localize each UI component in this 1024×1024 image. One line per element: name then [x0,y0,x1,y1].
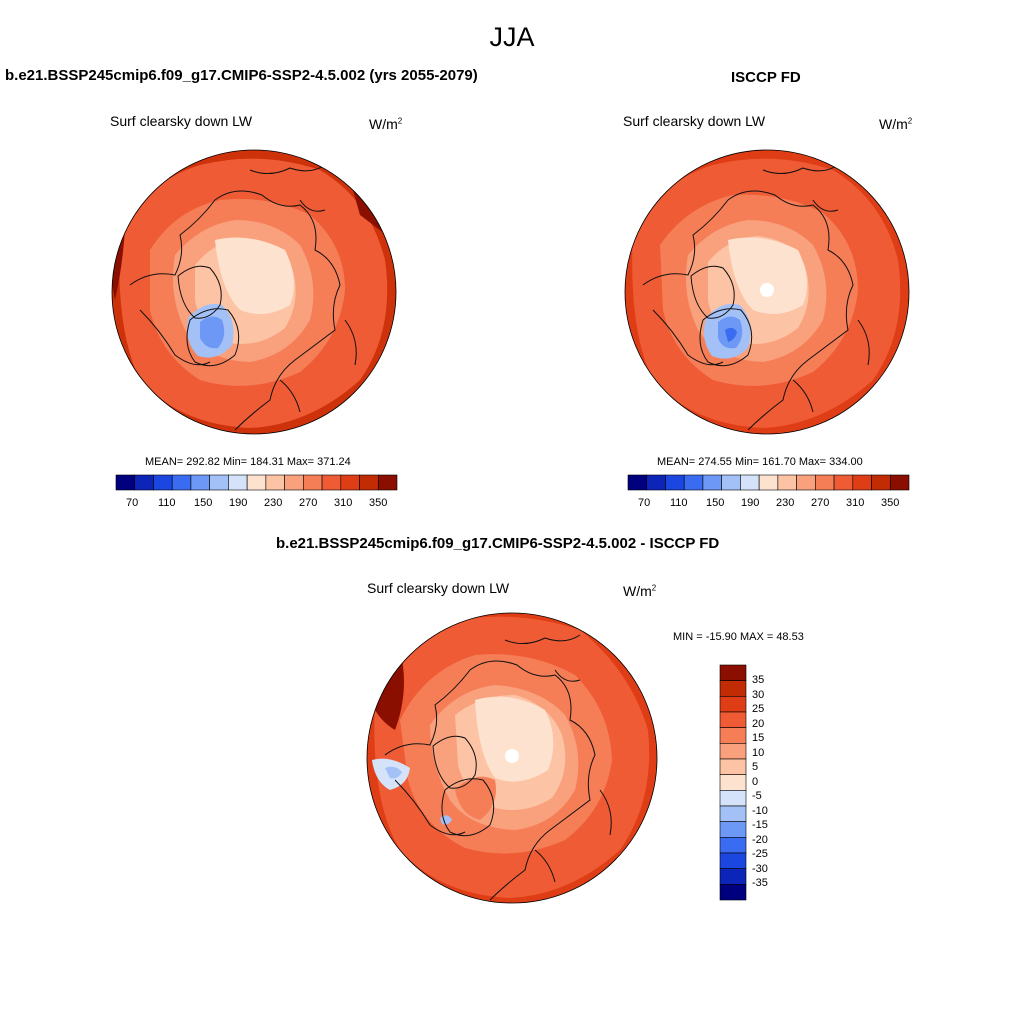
model-polar-map [111,149,397,435]
colorbar-swatch [758,474,779,491]
colorbar-tick-label: 190 [229,497,248,509]
colorbar-tick-label: -10 [752,805,768,817]
colorbar-swatch [683,474,704,491]
colorbar-tick-label: 10 [752,747,765,759]
colorbar-swatch [719,680,747,697]
colorbar-tick-label: 15 [752,732,765,744]
colorbar-tick-label: 35 [752,674,765,686]
colorbar-swatch [246,474,267,491]
colorbar-swatch [627,474,648,491]
colorbar-swatch [719,774,747,791]
colorbar-swatch [303,474,323,491]
colorbar-swatch [719,852,747,869]
colorbar-swatch [190,474,210,491]
figure-title: JJA [489,22,535,52]
model-panel-title: b.e21.BSSP245cmip6.f09_g17.CMIP6-SSP2-4.… [5,67,478,84]
colorbar-swatch [228,474,248,491]
colorbar-swatch [719,711,747,728]
diff-panel-title: b.e21.BSSP245cmip6.f09_g17.CMIP6-SSP2-4.… [276,535,720,552]
colorbar-swatch [889,474,910,491]
colorbar-swatch [646,474,666,491]
obs-panel-title: ISCCP FD [731,69,801,86]
colorbar-tick-label: 350 [881,497,900,509]
colorbar-tick-label: 30 [752,689,765,701]
colorbar-swatch [340,474,360,491]
colorbar-swatch [171,474,192,491]
colorbar-swatch [134,474,154,491]
pole-missing-marker [760,283,774,297]
obs-stats: MEAN= 274.55 Min= 161.70 Max= 334.00 [657,456,863,468]
pole-missing-marker [505,749,519,763]
colorbar-swatch [871,474,891,491]
colorbar-tick-label: 150 [706,497,725,509]
colorbar-swatch [719,790,747,807]
colorbar-swatch [777,474,797,491]
model-colorbar [115,474,398,491]
colorbar-swatch [719,743,747,760]
diff-units-label: W/m2 [623,583,657,599]
model-stats: MEAN= 292.82 Min= 184.31 Max= 371.24 [145,456,351,468]
colorbar-swatch [721,474,741,491]
colorbar-swatch [719,696,747,713]
colorbar-swatch [115,474,136,491]
colorbar-tick-label: -30 [752,863,768,875]
colorbar-tick-label: 190 [741,497,760,509]
diff-stats: MIN = -15.90 MAX = 48.53 [673,631,804,643]
diff-colorbar [719,664,747,901]
diff-variable-label: Surf clearsky down LW [367,580,510,596]
colorbar-tick-label: -20 [752,834,768,846]
colorbar-tick-label: -15 [752,819,768,831]
colorbar-swatch [284,474,304,491]
colorbar-swatch [719,727,747,744]
colorbar-swatch [796,474,816,491]
colorbar-swatch [702,474,722,491]
colorbar-swatch [321,474,342,491]
colorbar-tick-label: 310 [334,497,353,509]
colorbar-tick-label: 20 [752,718,765,730]
colorbar-tick-label: 230 [264,497,283,509]
colorbar-tick-label: 70 [638,497,651,509]
colorbar-tick-label: 25 [752,703,765,715]
colorbar-tick-label: -25 [752,848,768,860]
colorbar-swatch [719,884,747,901]
obs-polar-map [624,149,910,435]
colorbar-swatch [359,474,379,491]
obs-units-label: W/m2 [879,116,913,132]
colorbar-swatch [719,805,747,822]
colorbar-swatch [153,474,173,491]
colorbar-tick-label: 230 [776,497,795,509]
colorbar-swatch [719,664,747,681]
colorbar-tick-label: -5 [752,790,762,802]
colorbar-swatch [209,474,229,491]
colorbar-tick-label: 70 [126,497,139,509]
colorbar-tick-label: 350 [369,497,388,509]
obs-variable-label: Surf clearsky down LW [623,113,766,129]
colorbar-swatch [377,474,398,491]
colorbar-swatch [265,474,285,491]
obs-colorbar [627,474,910,491]
colorbar-swatch [719,868,747,885]
colorbar-tick-label: 110 [158,497,176,509]
colorbar-swatch [833,474,854,491]
colorbar-swatch [740,474,760,491]
colorbar-tick-label: 0 [752,776,759,788]
colorbar-swatch [852,474,872,491]
model-variable-label: Surf clearsky down LW [110,113,253,129]
colorbar-tick-label: 270 [299,497,318,509]
colorbar-swatch [719,758,747,775]
colorbar-tick-label: 270 [811,497,830,509]
model-units-label: W/m2 [369,116,403,132]
colorbar-tick-label: -35 [752,877,768,889]
colorbar-tick-label: 5 [752,761,759,773]
diff-polar-map [366,612,658,904]
colorbar-swatch [815,474,835,491]
colorbar-swatch [665,474,685,491]
colorbar-tick-label: 310 [846,497,865,509]
colorbar-tick-label: 150 [194,497,213,509]
colorbar-tick-label: 110 [670,497,688,509]
colorbar-swatch [719,837,747,854]
colorbar-swatch [719,821,747,838]
